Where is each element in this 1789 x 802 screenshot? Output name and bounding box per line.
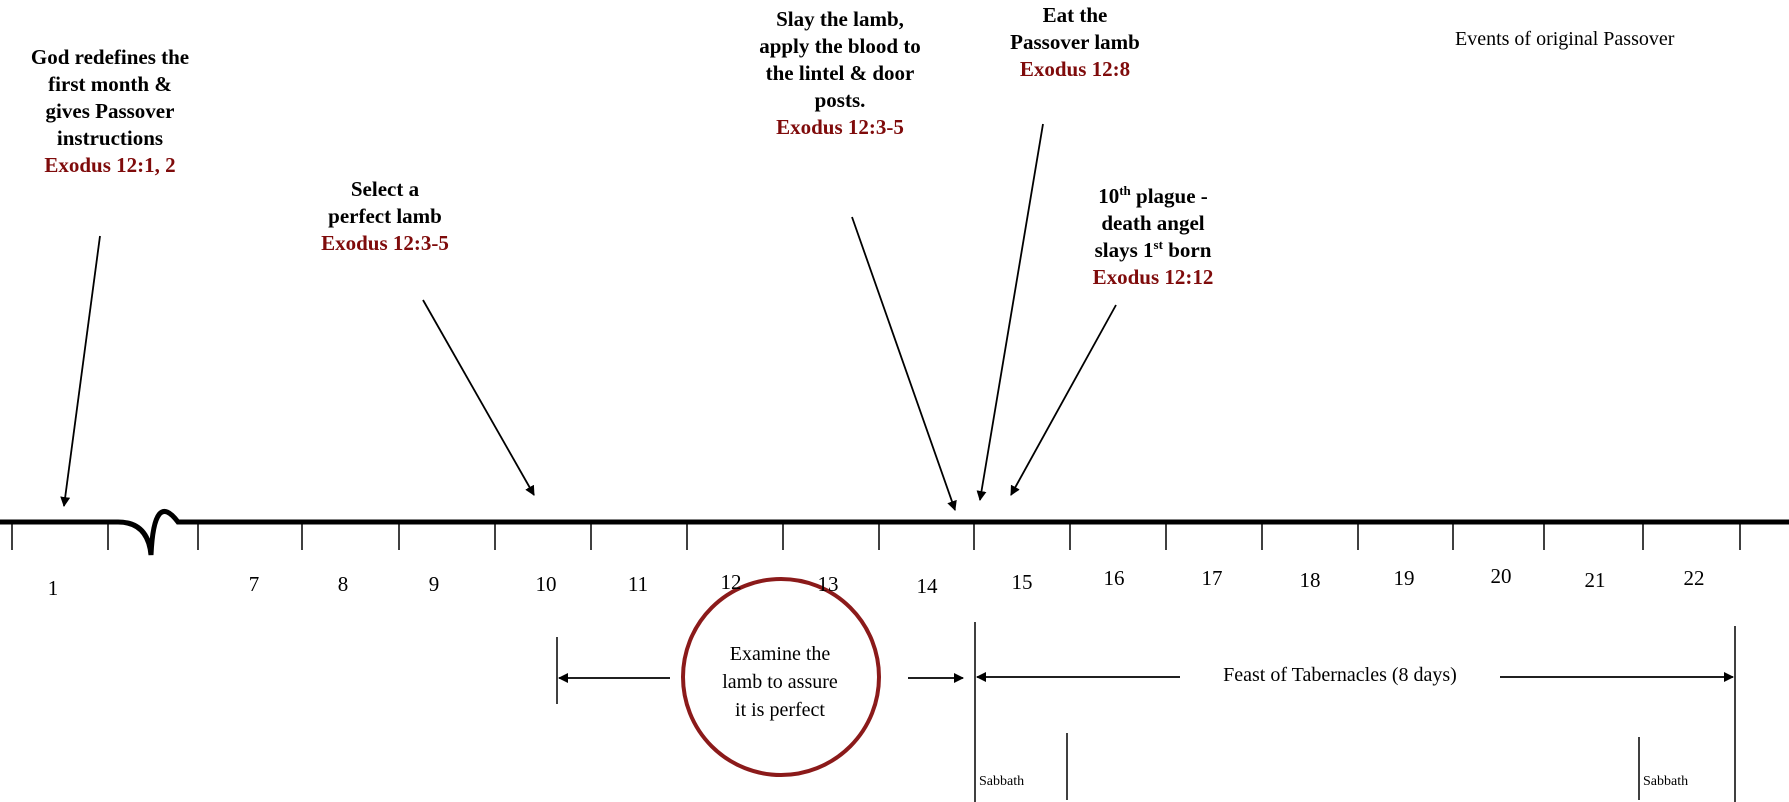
event-label-1: God redefines the first month & gives Pa… — [0, 44, 220, 179]
arrow-event-4 — [976, 123, 1044, 501]
event-label-5: 10th plague - death angel slays 1st born… — [1053, 183, 1253, 291]
sabbath-label: Sabbath — [979, 774, 1025, 789]
arrow-event-2 — [422, 299, 535, 496]
day-label: 14 — [916, 574, 938, 598]
event-label-4: Eat the Passover lamb Exodus 12:8 — [970, 2, 1180, 83]
day-label: 7 — [248, 572, 260, 596]
day-label: 20 — [1490, 564, 1512, 588]
examine-label: Examine the lamb to assure it is perfect — [722, 643, 838, 721]
day-label: 11 — [627, 572, 649, 596]
day-label: 22 — [1683, 566, 1705, 590]
day-label: 8 — [337, 572, 349, 596]
event-ref-1: Exodus 12:1, 2 — [44, 153, 176, 177]
day-label: 18 — [1299, 568, 1321, 592]
day-label: 9 — [428, 572, 440, 596]
arrow-event-1 — [60, 235, 101, 507]
event-ref-3: Exodus 12:3-5 — [776, 115, 904, 139]
event-ref-4: Exodus 12:8 — [1019, 57, 1131, 81]
event-ref-2: Exodus 12:3-5 — [321, 231, 449, 255]
day-label: 13 — [817, 572, 839, 596]
day-label: 17 — [1201, 566, 1223, 590]
timeline-axis — [0, 509, 1789, 556]
day-label: 10 — [535, 572, 557, 596]
day-label: 12 — [720, 570, 742, 594]
examine-circle — [681, 577, 881, 777]
arrow-event-3 — [851, 216, 957, 511]
day-label: 15 — [1011, 570, 1033, 594]
day-label: 21 — [1584, 568, 1606, 592]
event-ref-5: Exodus 12:12 — [1092, 265, 1214, 289]
sabbath-label: Sabbath — [1643, 774, 1689, 789]
event-label-2: Select a perfect lamb Exodus 12:3-5 — [290, 176, 480, 257]
diagram-title: Events of original Passover — [1455, 28, 1675, 50]
day-label: 1 — [47, 576, 59, 600]
day-label: 16 — [1103, 566, 1125, 590]
feast-label: Feast of Tabernacles (8 days) — [1223, 664, 1457, 686]
day-label: 19 — [1393, 566, 1415, 590]
arrow-event-5 — [1010, 304, 1117, 496]
timeline-ticks — [11, 522, 1741, 550]
event-label-3: Slay the lamb, apply the blood to the li… — [720, 6, 960, 141]
